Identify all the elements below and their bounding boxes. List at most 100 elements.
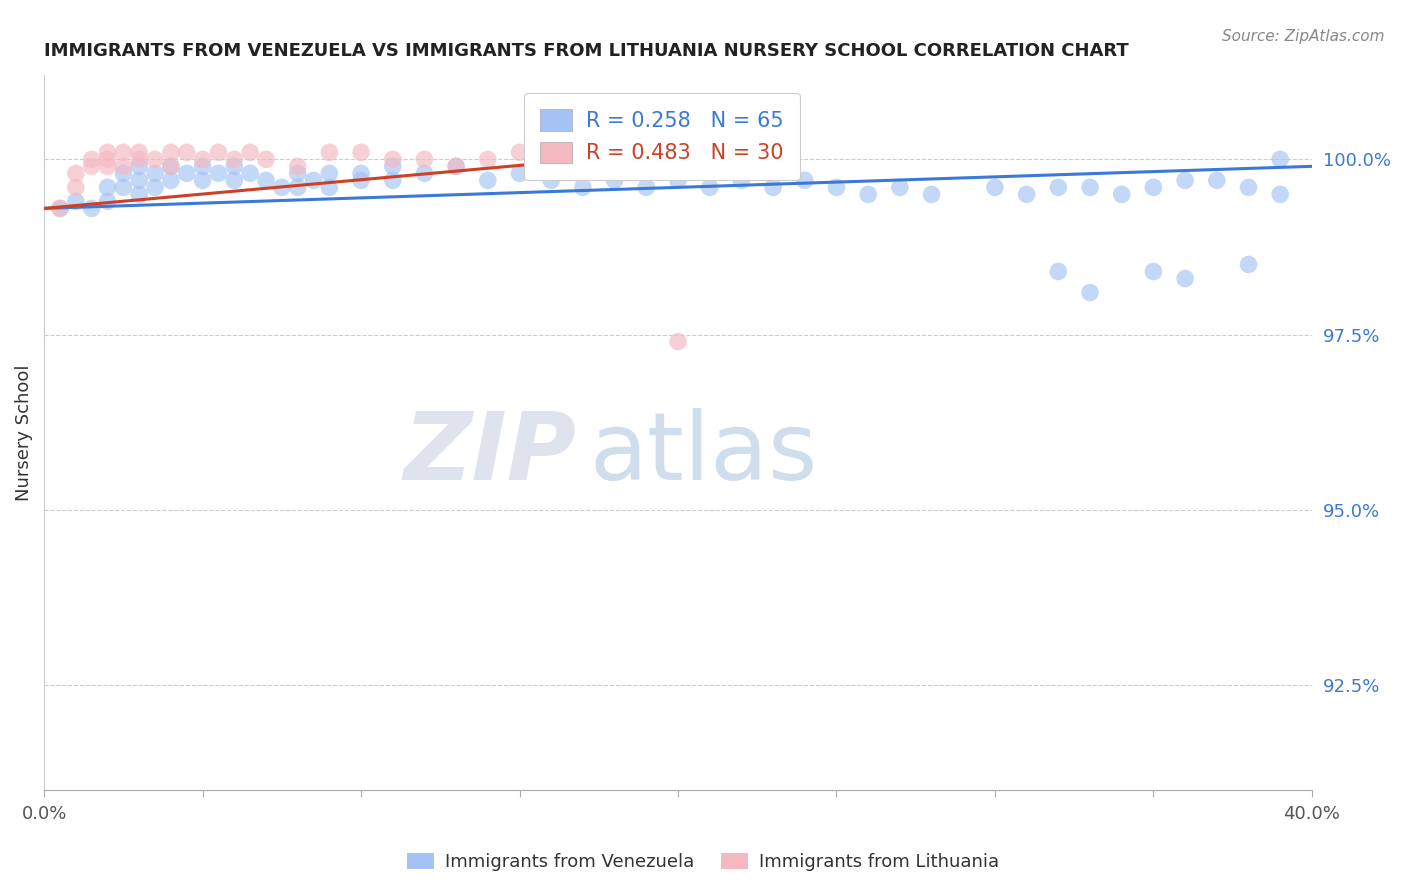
Point [1270,187,1292,202]
Point [112,180,135,194]
Point [96,159,118,173]
Point [889,180,911,194]
Point [381,173,404,187]
Point [984,180,1007,194]
Point [128,145,150,160]
Point [350,173,373,187]
Point [413,166,436,180]
Point [224,159,246,173]
Point [207,145,229,160]
Point [1205,173,1227,187]
Text: ZIP: ZIP [404,409,576,500]
Text: atlas: atlas [589,409,817,500]
Point [1015,187,1038,202]
Point [509,166,531,180]
Legend: R = 0.258   N = 65, R = 0.483   N = 30: R = 0.258 N = 65, R = 0.483 N = 30 [523,93,800,180]
Text: IMMIGRANTS FROM VENEZUELA VS IMMIGRANTS FROM LITHUANIA NURSERY SCHOOL CORRELATIO: IMMIGRANTS FROM VENEZUELA VS IMMIGRANTS … [44,42,1129,60]
Point [128,187,150,202]
Point [444,159,467,173]
Point [921,187,943,202]
Point [793,173,815,187]
Point [207,166,229,180]
Point [176,166,198,180]
Point [239,145,262,160]
Point [381,153,404,167]
Point [603,173,626,187]
Point [1111,187,1133,202]
Point [318,166,340,180]
Text: Source: ZipAtlas.com: Source: ZipAtlas.com [1222,29,1385,44]
Point [413,153,436,167]
Point [381,159,404,173]
Point [509,145,531,160]
Point [143,153,166,167]
Point [96,145,118,160]
Point [302,173,325,187]
Point [318,145,340,160]
Y-axis label: Nursery School: Nursery School [15,365,32,501]
Point [1142,264,1164,278]
Point [636,180,658,194]
Point [160,173,183,187]
Point [1237,257,1260,271]
Point [96,153,118,167]
Point [730,173,752,187]
Point [224,153,246,167]
Point [143,166,166,180]
Point [477,173,499,187]
Point [1047,264,1070,278]
Point [160,145,183,160]
Point [666,334,689,349]
Point [287,166,309,180]
Point [128,159,150,173]
Point [49,202,72,216]
Point [112,145,135,160]
Point [1237,180,1260,194]
Point [254,173,277,187]
Point [1142,180,1164,194]
Point [65,180,87,194]
Point [224,173,246,187]
Point [287,159,309,173]
Point [572,180,595,194]
Point [191,153,214,167]
Point [96,180,118,194]
Point [176,145,198,160]
Point [1078,285,1101,300]
Point [318,180,340,194]
Point [49,202,72,216]
Point [1078,180,1101,194]
Point [191,159,214,173]
Point [270,180,292,194]
Point [1174,271,1197,285]
Point [65,166,87,180]
Point [128,173,150,187]
Point [856,187,879,202]
Point [160,159,183,173]
Point [80,202,103,216]
Point [666,173,689,187]
Point [477,153,499,167]
Point [96,194,118,209]
Point [254,153,277,167]
Point [699,180,721,194]
Point [350,145,373,160]
Point [1174,173,1197,187]
Point [191,173,214,187]
Point [128,153,150,167]
Point [143,180,166,194]
Point [65,194,87,209]
Point [80,153,103,167]
Point [80,159,103,173]
Point [444,159,467,173]
Legend: Immigrants from Venezuela, Immigrants from Lithuania: Immigrants from Venezuela, Immigrants fr… [399,846,1007,879]
Point [762,180,785,194]
Point [540,173,562,187]
Point [825,180,848,194]
Point [112,166,135,180]
Point [1270,153,1292,167]
Point [239,166,262,180]
Point [112,159,135,173]
Point [350,166,373,180]
Point [1047,180,1070,194]
